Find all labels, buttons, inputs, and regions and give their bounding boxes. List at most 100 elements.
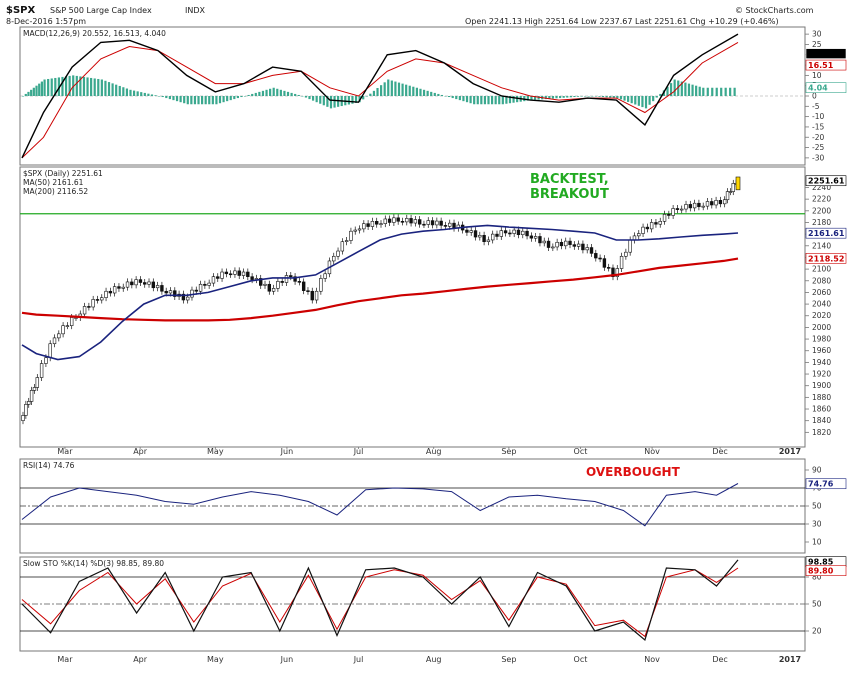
quote-line: Open 2241.13 High 2251.64 Low 2237.67 La…	[465, 17, 779, 26]
macd-hist-bar	[516, 96, 519, 103]
macd-signal-last-tag	[805, 59, 847, 71]
candle-body	[641, 226, 645, 234]
macd-hist-bar	[47, 78, 50, 96]
candle-body	[147, 281, 151, 285]
macd-hist-bar	[369, 93, 372, 96]
macd-hist-bar	[322, 96, 325, 106]
macd-hist-bar	[419, 88, 422, 96]
macd-hist-bar	[107, 82, 111, 96]
candle-body	[349, 230, 353, 241]
macd-hist-bar	[229, 96, 232, 101]
price-month-label: Jul	[353, 447, 364, 456]
macd-hist-bar	[634, 96, 637, 105]
ticker-symbol: $SPX	[6, 5, 35, 16]
candle-body	[323, 273, 327, 279]
macd-hist-bar	[283, 90, 286, 96]
macd-last-tag-label: 20.55	[808, 50, 834, 59]
macd-hist-bar	[186, 96, 189, 105]
candle-body	[87, 306, 91, 308]
macd-hist-bar	[644, 96, 648, 109]
candle-body	[701, 205, 705, 208]
candle-body	[645, 226, 650, 230]
macd-hist-bar	[326, 96, 329, 107]
sto-month-label: Aug	[426, 655, 442, 664]
price-axis-tick-label: 1880	[812, 393, 831, 402]
candle-body	[680, 208, 684, 211]
candle-body	[568, 240, 572, 245]
macd-hist-bar	[161, 96, 164, 98]
macd-hist-bar	[724, 87, 727, 96]
price-month-label: Nov	[644, 447, 660, 456]
candle-body	[572, 244, 577, 247]
candle-body	[241, 271, 246, 276]
candle-body	[332, 255, 336, 262]
macd-hist-bar	[286, 91, 290, 96]
macd-hist-bar	[469, 96, 472, 104]
macd-hist-bar	[559, 96, 562, 99]
macd-hist-bar	[623, 96, 626, 101]
candle-body	[82, 306, 87, 315]
macd-hist-bar	[269, 88, 272, 96]
macd-hist-bar	[720, 87, 723, 96]
macd-hist-bar	[609, 96, 612, 98]
macd-hist-bar	[90, 77, 93, 96]
macd-hist-bar	[308, 96, 311, 100]
macd-last-tag	[805, 48, 847, 59]
macd-hist-bar	[354, 96, 358, 103]
macd-hist-bar	[122, 87, 125, 96]
candle-body	[602, 258, 607, 268]
macd-hist-bar	[487, 96, 490, 105]
candle-body	[512, 229, 516, 234]
macd-hist-bar	[458, 96, 461, 101]
price-month-label: Dec	[712, 447, 727, 456]
price-axis-tick-label: 2080	[812, 276, 831, 285]
macd-hist-bar	[669, 83, 673, 96]
candle-body	[662, 214, 667, 222]
candle-body	[606, 267, 611, 269]
candle-body	[684, 204, 688, 210]
macd-hist-bar	[297, 94, 300, 96]
macd-hist-bar	[616, 96, 619, 99]
macd-hist-bar	[132, 90, 136, 96]
candle-body	[61, 325, 65, 335]
macd-hist-bar	[641, 96, 644, 108]
macd-hist-bar	[405, 84, 408, 96]
candle-body	[435, 220, 439, 226]
ma200-legend: MA(200) 2116.52	[23, 187, 88, 196]
candle-body	[383, 218, 387, 224]
macd-axis-tick-label: -10	[812, 112, 824, 121]
sto-d-line	[21, 567, 739, 638]
macd-hist-bar	[140, 92, 143, 96]
candle-body	[237, 270, 241, 276]
candle-body	[714, 200, 718, 206]
candle-body	[216, 276, 220, 279]
candle-body	[667, 214, 671, 216]
macd-hist-bar	[655, 96, 658, 98]
price-axis-tick-label: 2180	[812, 218, 831, 227]
macd-hist-bar	[22, 96, 25, 97]
price-axis-tick-label: 1840	[812, 416, 831, 425]
candle-body	[259, 278, 263, 286]
macd-hist-bar	[118, 85, 121, 96]
candle-body	[499, 230, 503, 237]
macd-hist-bar	[584, 96, 587, 97]
macd-line	[21, 33, 739, 159]
macd-hist-bar	[455, 96, 458, 100]
candle-body	[495, 233, 499, 237]
price-axis-tick-label: 2060	[812, 288, 831, 297]
macd-hist-bar	[426, 90, 429, 96]
candle-body	[276, 281, 280, 289]
macd-hist-bar	[380, 85, 383, 96]
macd-hist-bar	[480, 96, 483, 105]
macd-hist-bar	[390, 80, 393, 96]
macd-hist-bar	[451, 96, 454, 99]
candle-body	[430, 220, 435, 226]
rsi-title: RSI(14) 74.76	[23, 461, 75, 470]
macd-hist-bar	[72, 75, 75, 96]
macd-hist-bar	[551, 96, 555, 99]
rsi-last-tag-label: 74.76	[808, 480, 834, 489]
macd-axis-tick-label: 10	[812, 71, 822, 80]
candle-body	[521, 230, 525, 236]
candle-body	[581, 243, 585, 251]
